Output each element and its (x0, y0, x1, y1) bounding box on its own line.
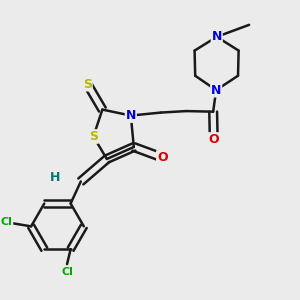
Text: H: H (50, 171, 60, 184)
Text: N: N (126, 109, 136, 122)
Text: S: S (89, 130, 98, 143)
Text: S: S (83, 78, 92, 91)
Text: O: O (208, 133, 219, 146)
Text: O: O (157, 151, 168, 164)
Text: Cl: Cl (61, 267, 73, 277)
Text: N: N (212, 30, 222, 43)
Text: N: N (211, 84, 221, 97)
Text: Cl: Cl (1, 218, 13, 227)
